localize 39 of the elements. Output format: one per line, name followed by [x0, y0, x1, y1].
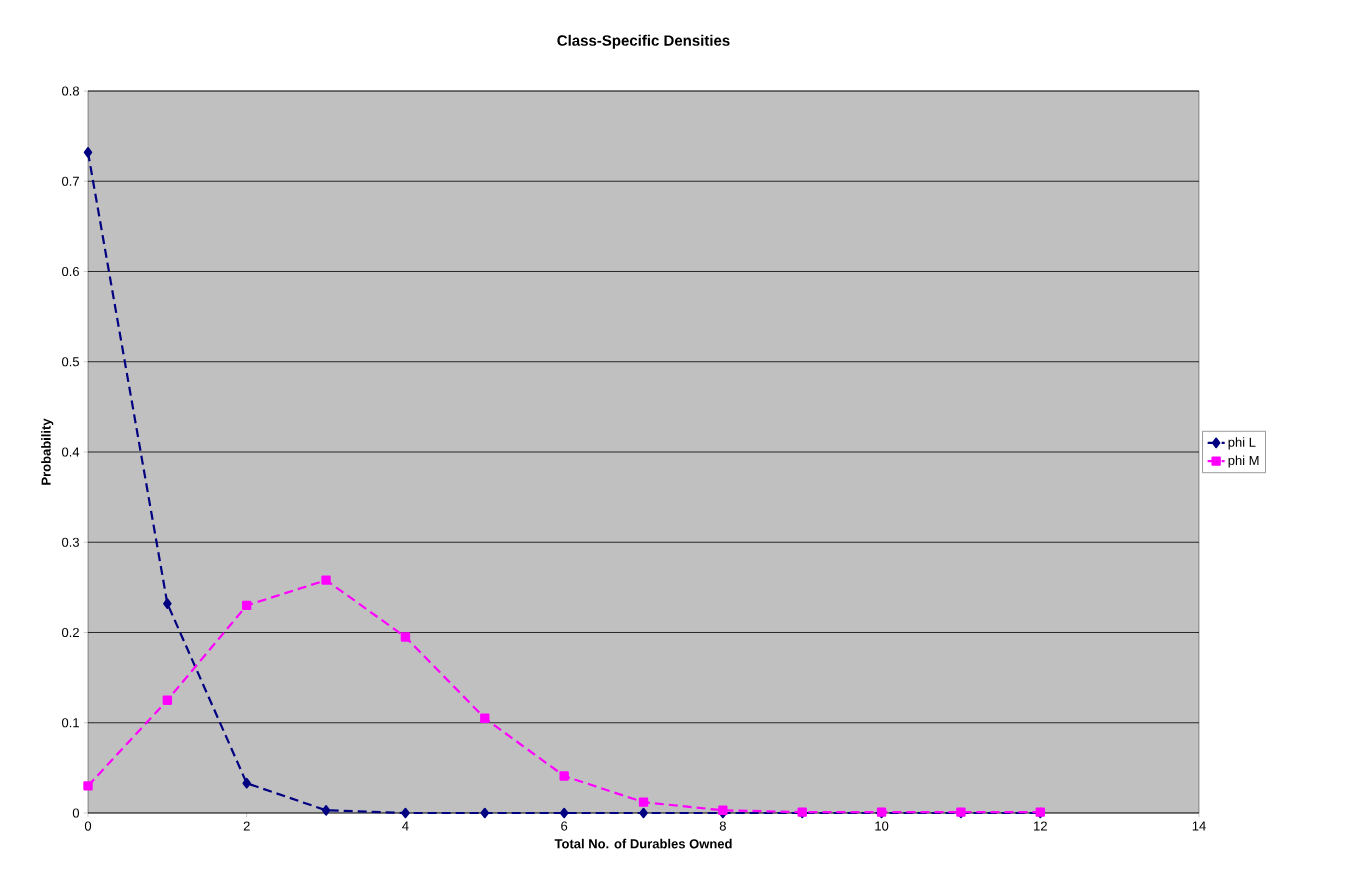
legend-label: phi M: [1228, 455, 1259, 468]
point: [480, 713, 490, 723]
x-tick-label: 14: [1192, 821, 1206, 831]
point: [559, 771, 569, 781]
point: [83, 147, 93, 158]
x-tick-label: 2: [243, 821, 250, 831]
point: [242, 600, 252, 611]
point: [718, 805, 728, 815]
point: [400, 632, 411, 642]
point: [321, 575, 331, 585]
point: [321, 804, 331, 816]
x-tick-label: 10: [875, 821, 889, 831]
point: [163, 598, 172, 609]
point: [559, 807, 569, 819]
y-axis-title: Probability: [41, 418, 54, 485]
point: [638, 797, 649, 807]
legend-label: phi L: [1228, 437, 1256, 450]
x-tick-label: 0: [84, 821, 92, 831]
point: [83, 781, 93, 791]
chart-title: Class-Specific Densities: [557, 34, 730, 49]
y-tick-label: 0.3: [61, 537, 79, 547]
y-tick-label: 0.4: [61, 447, 80, 457]
y-tick-label: 0.5: [61, 357, 80, 367]
point: [242, 777, 251, 789]
x-axis-title: Total No. of Durables Owned: [554, 838, 732, 849]
y-tick-label: 0.2: [61, 627, 79, 638]
x-tick-label: 6: [561, 821, 568, 831]
y-tick-label: 0.1: [61, 718, 79, 728]
x-tick-label: 4: [402, 821, 409, 831]
point: [639, 807, 648, 819]
y-tick-label: 0.8: [61, 86, 79, 96]
point: [401, 807, 410, 819]
x-tick-label: 12: [1034, 821, 1047, 831]
y-tick-label: 0.6: [61, 266, 79, 277]
y-tick-label: 0.7: [61, 176, 79, 186]
point: [162, 695, 173, 705]
y-tick-label: 0: [72, 808, 80, 818]
x-tick-label: 8: [719, 821, 726, 831]
point: [480, 807, 490, 819]
